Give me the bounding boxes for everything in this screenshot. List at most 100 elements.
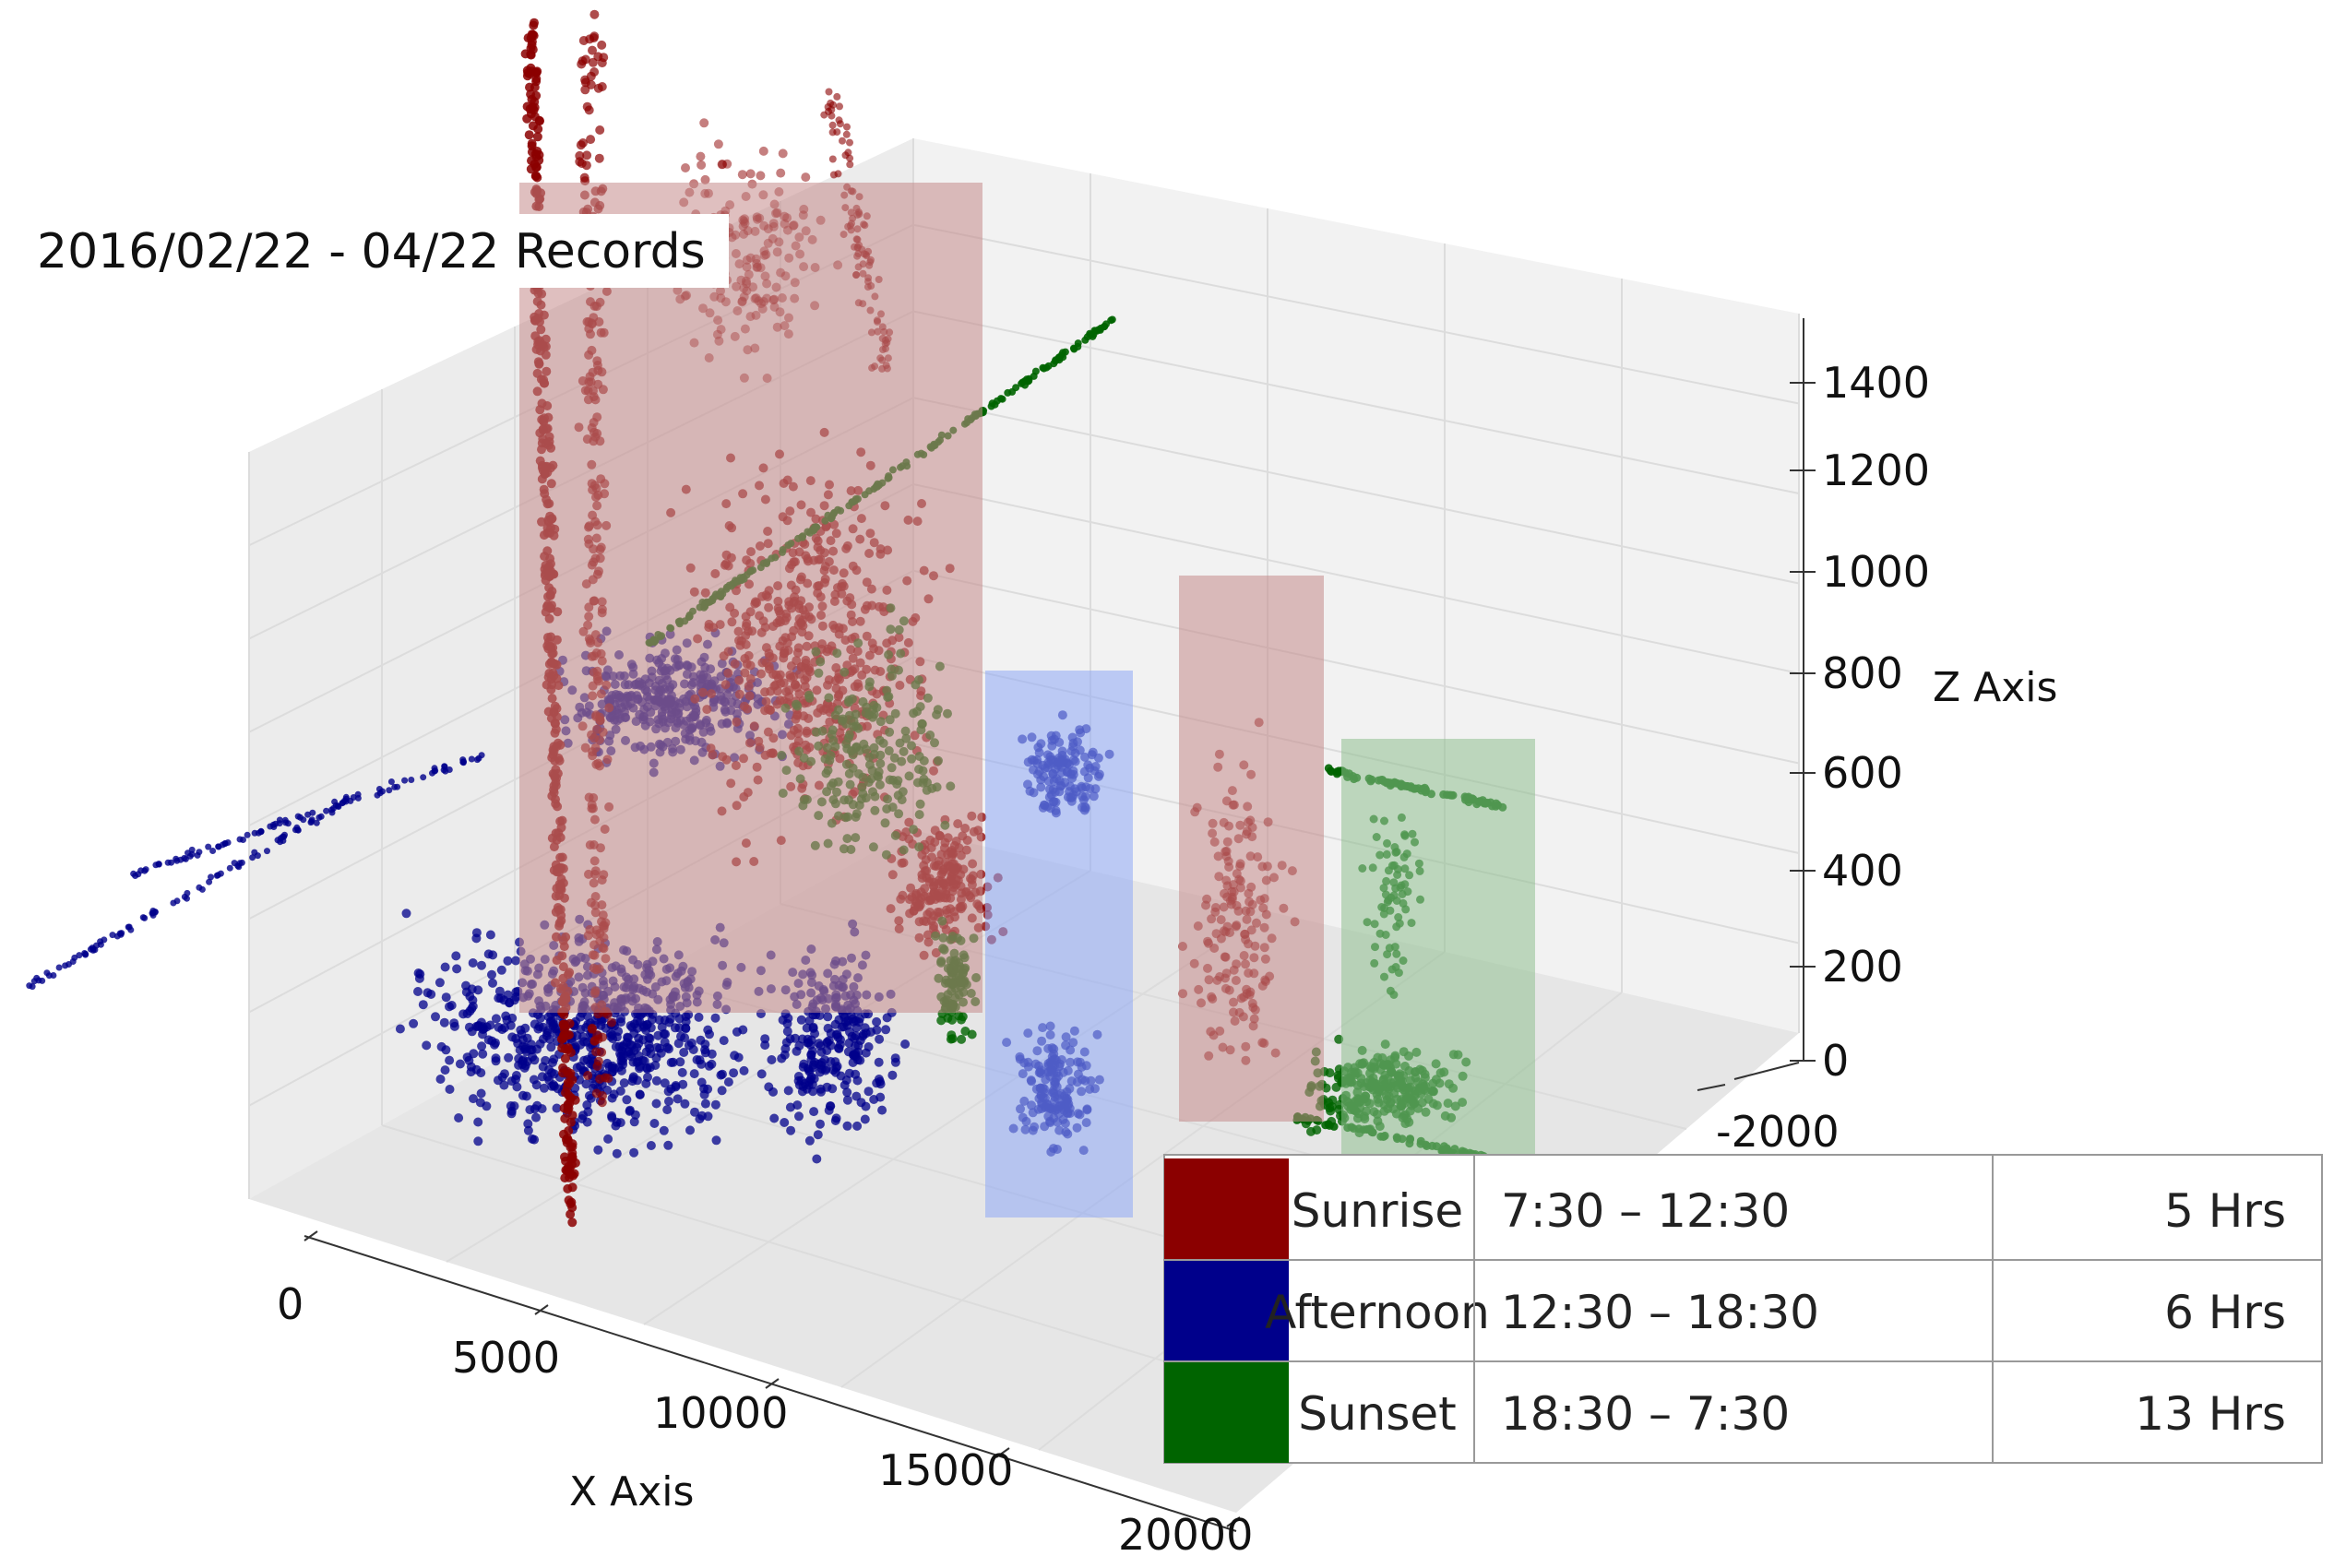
scatter-point xyxy=(499,1080,509,1090)
scatter-point xyxy=(882,1013,892,1023)
scatter-point xyxy=(710,1013,720,1023)
scatter-point xyxy=(560,1022,570,1032)
scatter-point xyxy=(637,1055,648,1065)
scatter-point xyxy=(441,992,451,1003)
scatter-point xyxy=(713,139,723,149)
scatter-point xyxy=(249,854,256,861)
scatter-point xyxy=(723,1077,733,1087)
scatter-point xyxy=(854,1017,864,1028)
scatter-point xyxy=(700,174,710,184)
scatter-point xyxy=(30,978,38,985)
scatter-point xyxy=(699,1084,709,1094)
chart-title: 2016/02/22 - 04/22 Records xyxy=(37,224,706,279)
scatter-point xyxy=(449,1021,459,1031)
scatter-point xyxy=(829,171,838,179)
scatter-point xyxy=(801,172,811,183)
scatter-point xyxy=(960,1027,971,1036)
scatter-point xyxy=(653,1030,663,1040)
scatter-point xyxy=(635,1063,644,1074)
legend-swatch-sunset xyxy=(1164,1361,1289,1463)
x-tick-label: 10000 xyxy=(653,1388,788,1438)
scatter-point xyxy=(347,797,354,804)
scatter-point xyxy=(76,952,83,959)
scatter-point xyxy=(401,909,411,919)
scatter-point xyxy=(852,1121,863,1131)
scatter-point xyxy=(565,1172,574,1182)
scatter-point xyxy=(527,1134,537,1144)
scatter-point xyxy=(632,1042,642,1052)
scatter-point xyxy=(597,1098,607,1108)
scatter-point xyxy=(729,1068,739,1078)
scatter-point xyxy=(947,1015,957,1025)
x-tick-label: 0 xyxy=(277,1279,304,1329)
scatter-point xyxy=(567,1111,578,1121)
scatter-point xyxy=(638,1022,649,1032)
scatter-point xyxy=(209,848,217,854)
scatter-point xyxy=(215,843,222,850)
scatter-point xyxy=(872,1025,882,1035)
scatter-point xyxy=(208,873,214,881)
legend-time-range: 7:30 – 12:30 xyxy=(1501,1184,1790,1238)
scatter-point xyxy=(109,932,116,939)
scatter-point xyxy=(280,833,288,840)
scatter-point xyxy=(494,1022,504,1032)
z-tick-label: 1400 xyxy=(1822,358,1930,408)
scatter-point xyxy=(616,1065,626,1075)
scatter-point xyxy=(440,1065,450,1075)
scatter-point xyxy=(535,116,544,126)
scatter-point xyxy=(628,1057,638,1067)
scatter-point xyxy=(638,1035,649,1045)
scatter-point xyxy=(164,859,172,866)
legend-series-name: Sunset xyxy=(1298,1387,1457,1441)
highlight-box-sunset xyxy=(1341,739,1535,1172)
scatter-point xyxy=(466,1062,476,1072)
scatter-point xyxy=(597,58,607,68)
x-axis-label: X Axis xyxy=(569,1468,694,1515)
scatter-point xyxy=(756,171,766,181)
scatter-point xyxy=(603,1134,613,1144)
scatter-point xyxy=(45,972,53,980)
scatter-point xyxy=(756,1069,767,1079)
scatter-point xyxy=(415,969,425,980)
scatter-point xyxy=(518,1060,528,1069)
scatter-point xyxy=(238,859,245,866)
scatter-point xyxy=(580,54,590,65)
scatter-point xyxy=(820,111,828,119)
scatter-point xyxy=(816,1119,825,1129)
scatter-point xyxy=(583,1071,593,1080)
scatter-point xyxy=(635,1089,645,1099)
scatter-point xyxy=(1030,372,1038,380)
scatter-point xyxy=(62,962,69,969)
scatter-point xyxy=(662,1042,673,1052)
scatter-point xyxy=(663,1140,673,1150)
scatter-point xyxy=(26,982,33,990)
scatter-point xyxy=(695,1114,705,1124)
scatter-point xyxy=(651,1099,661,1109)
grid-line xyxy=(643,910,1268,1325)
scatter-point xyxy=(700,1099,710,1109)
scatter-point xyxy=(625,1106,635,1116)
scatter-point xyxy=(292,826,299,834)
scatter-point xyxy=(181,854,188,861)
scatter-point xyxy=(566,1155,576,1164)
scatter-point xyxy=(264,848,270,855)
scatter-point xyxy=(575,1075,584,1085)
scatter-point xyxy=(1327,767,1336,776)
scatter-point xyxy=(251,849,258,856)
scatter-point xyxy=(782,1018,792,1028)
scatter-point xyxy=(442,767,449,775)
scatter-point xyxy=(619,1040,629,1051)
scatter-point xyxy=(418,1000,428,1010)
scatter-point xyxy=(760,1040,770,1051)
scatter-point xyxy=(593,1145,603,1155)
scatter-point xyxy=(589,9,600,19)
scatter-point xyxy=(958,1012,968,1022)
scatter-point xyxy=(792,1046,802,1056)
scatter-point xyxy=(824,1105,834,1115)
legend-series-name: Sunrise xyxy=(1292,1184,1463,1238)
scatter-point xyxy=(487,969,496,980)
scatter-point xyxy=(651,1075,661,1086)
highlight-box-afternoon xyxy=(985,671,1133,1218)
scatter-point xyxy=(737,170,747,180)
